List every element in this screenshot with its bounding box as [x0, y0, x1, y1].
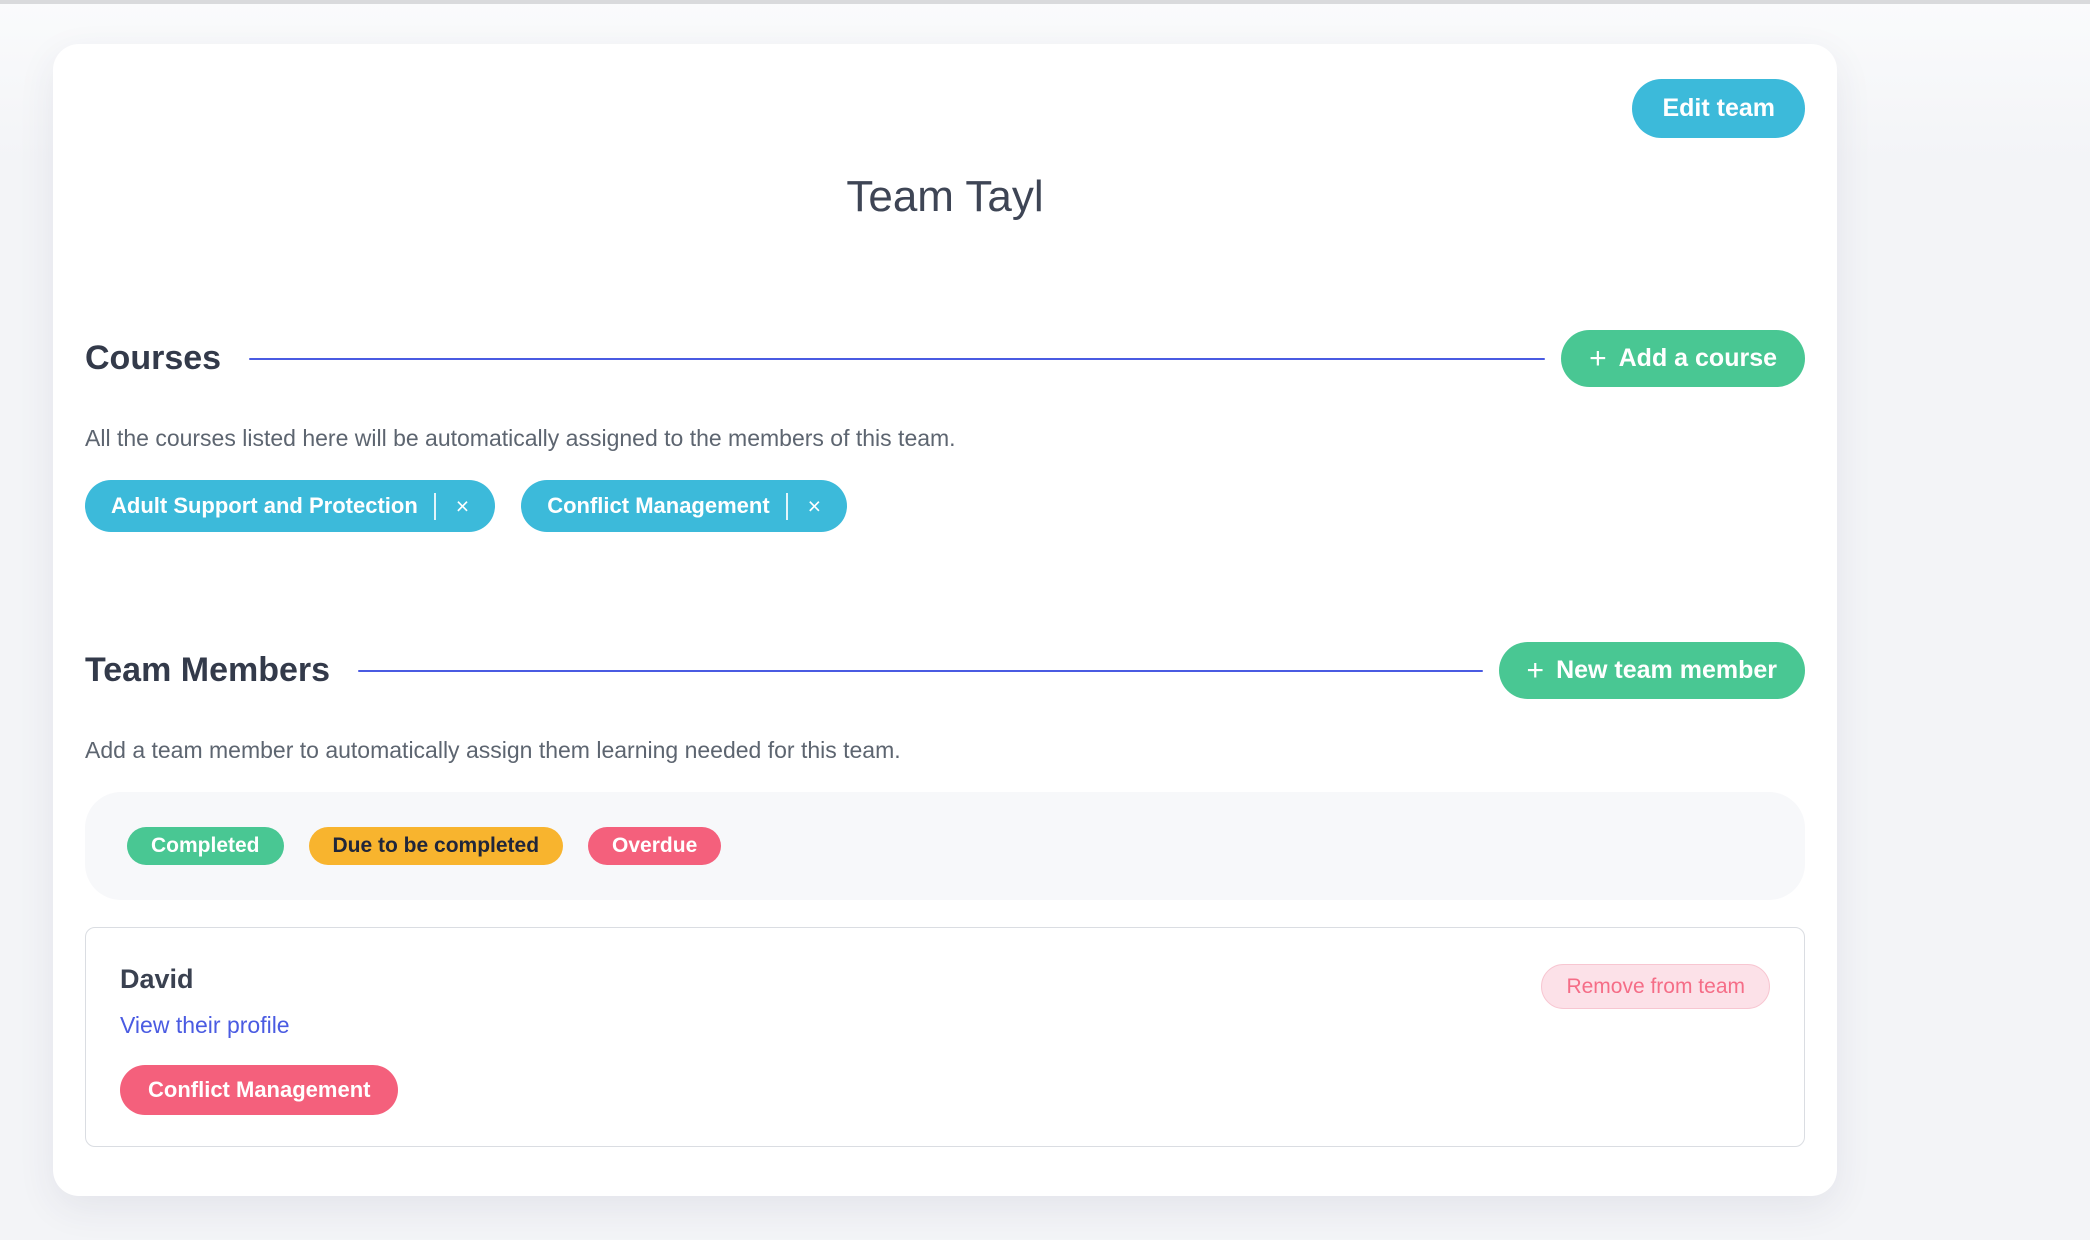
plus-icon: + [1589, 341, 1607, 375]
course-chip: Conflict Management × [521, 480, 848, 532]
legend-due-badge: Due to be completed [308, 827, 564, 865]
courses-section: Courses + Add a course All the courses l… [85, 330, 1805, 532]
legend-completed-badge: Completed [127, 827, 284, 865]
viewport-top-edge [0, 0, 2090, 4]
chip-divider [433, 492, 436, 520]
remove-course-icon[interactable]: × [804, 494, 825, 518]
member-card: David View their profile Conflict Manage… [85, 927, 1805, 1147]
chip-divider [785, 492, 788, 520]
edit-team-button[interactable]: Edit team [1632, 79, 1805, 138]
member-course-status-list: Conflict Management [120, 1065, 399, 1115]
team-members-heading: Team Members [85, 651, 331, 689]
course-chip-list: Adult Support and Protection × Conflict … [85, 480, 1805, 532]
courses-section-header: Courses + Add a course [85, 330, 1805, 387]
team-detail-panel: Edit team Team Tayl Courses + Add a cour… [53, 44, 1837, 1196]
plus-icon: + [1526, 653, 1545, 687]
page-title: Team Tayl [846, 172, 1044, 221]
member-name: David [120, 964, 194, 994]
status-legend: Completed Due to be completed Overdue [85, 792, 1805, 900]
legend-overdue-badge: Overdue [588, 827, 722, 865]
add-course-button-label: Add a course [1618, 344, 1777, 372]
team-members-divider-line [358, 669, 1483, 672]
team-members-section: Team Members + New team member Add a tea… [85, 642, 1805, 1147]
new-team-member-button[interactable]: + New team member [1498, 642, 1805, 699]
new-team-member-button-label: New team member [1556, 656, 1777, 684]
course-chip-label: Adult Support and Protection [111, 493, 418, 518]
member-course-status-badge: Conflict Management [120, 1065, 399, 1115]
team-members-section-header: Team Members + New team member [85, 642, 1805, 699]
add-course-button[interactable]: + Add a course [1561, 330, 1805, 387]
panel-header: Edit team [85, 44, 1805, 138]
course-chip-label: Conflict Management [547, 493, 770, 518]
view-profile-link[interactable]: View their profile [120, 1012, 290, 1038]
team-members-description: Add a team member to automatically assig… [85, 737, 901, 763]
remove-course-icon[interactable]: × [452, 494, 473, 518]
courses-heading: Courses [85, 339, 222, 377]
courses-description: All the courses listed here will be auto… [85, 425, 956, 451]
member-info: David View their profile Conflict Manage… [120, 964, 399, 1115]
course-chip: Adult Support and Protection × [85, 480, 496, 532]
remove-from-team-button[interactable]: Remove from team [1541, 964, 1770, 1009]
courses-divider-line [249, 357, 1546, 360]
